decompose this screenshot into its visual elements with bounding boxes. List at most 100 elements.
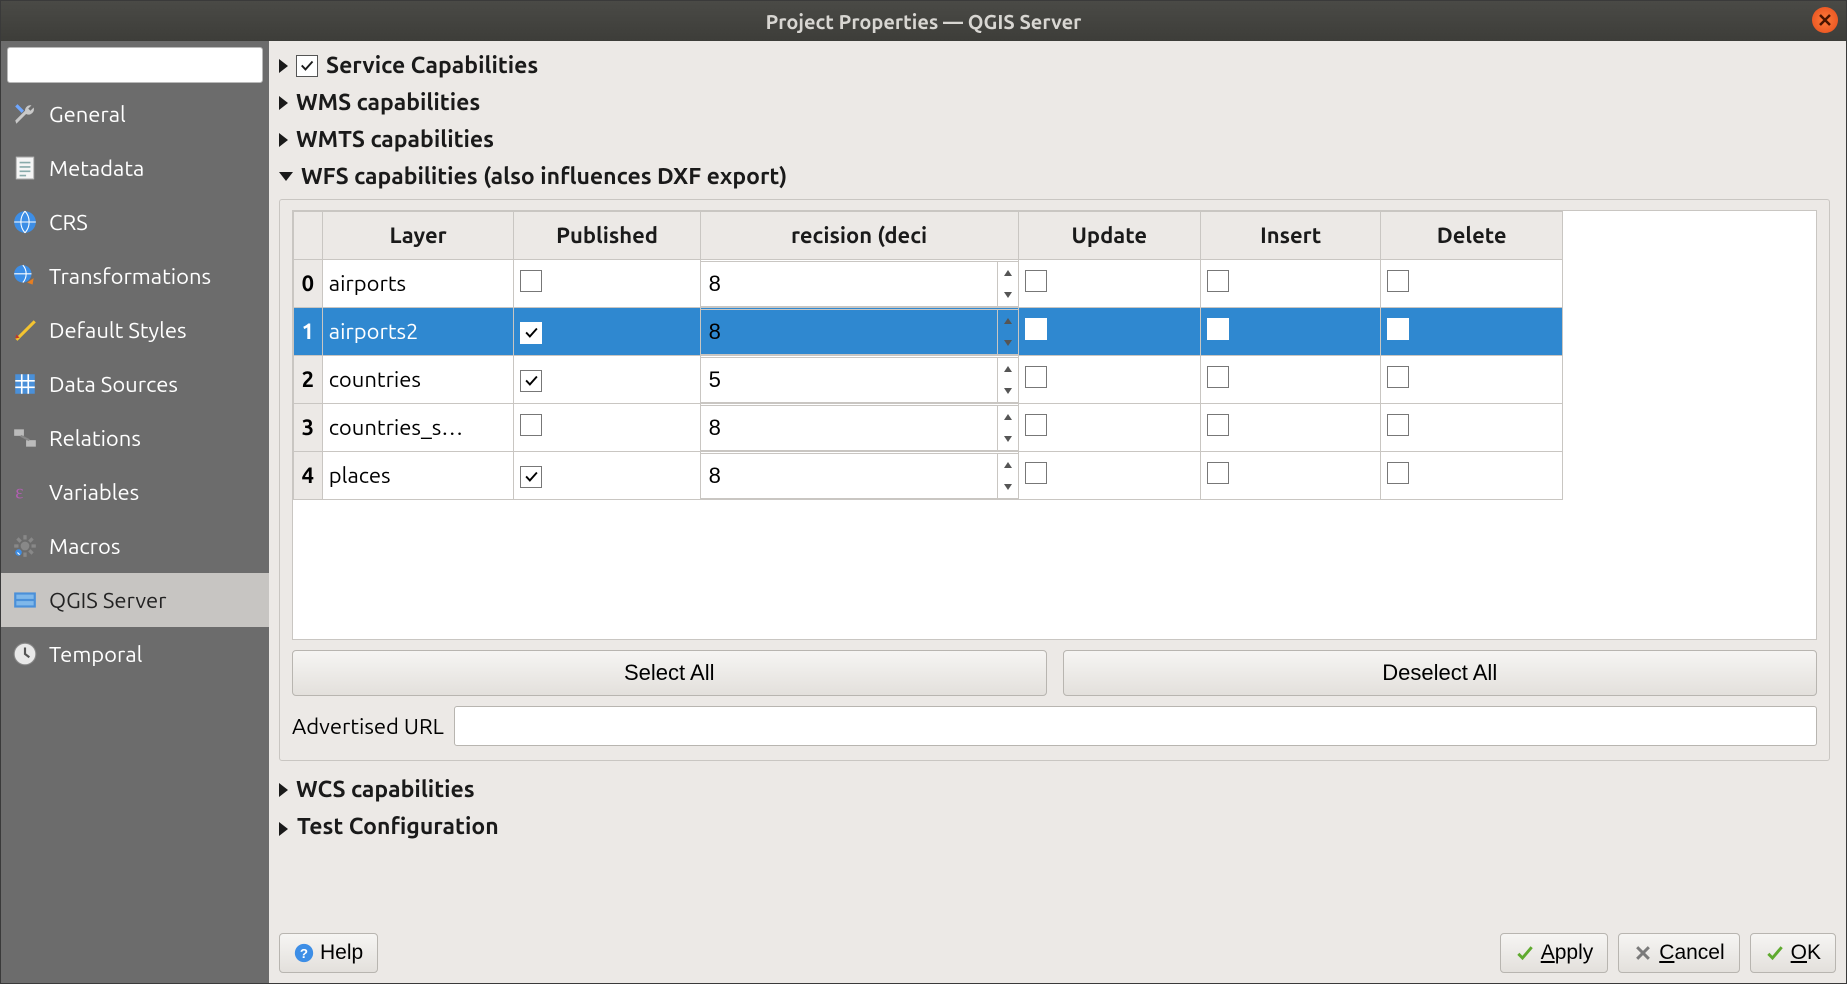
sidebar-item-default-styles[interactable]: Default Styles bbox=[1, 303, 269, 357]
update-cell[interactable] bbox=[1018, 452, 1200, 500]
table-header[interactable]: Update bbox=[1018, 212, 1200, 260]
table-header[interactable]: Insert bbox=[1200, 212, 1380, 260]
search-input[interactable] bbox=[22, 55, 254, 76]
spin-up[interactable] bbox=[998, 262, 1018, 284]
content-scroll[interactable]: Service Capabilities WMS capabilities WM… bbox=[279, 47, 1836, 925]
precision-cell[interactable] bbox=[700, 356, 1018, 404]
precision-input[interactable] bbox=[701, 454, 997, 498]
spin-up[interactable] bbox=[998, 406, 1018, 428]
precision-input[interactable] bbox=[701, 406, 997, 450]
cancel-button[interactable]: Cancel bbox=[1618, 933, 1739, 973]
help-button[interactable]: ? Help bbox=[279, 933, 378, 973]
spin-down[interactable] bbox=[998, 428, 1018, 450]
checkbox[interactable] bbox=[1207, 414, 1229, 436]
precision-spinner[interactable] bbox=[700, 309, 1019, 355]
insert-cell[interactable] bbox=[1200, 260, 1380, 308]
spin-down[interactable] bbox=[998, 284, 1018, 306]
spin-down[interactable] bbox=[998, 332, 1018, 354]
sidebar-item-general[interactable]: General bbox=[1, 87, 269, 141]
deselect-all-button[interactable]: Deselect All bbox=[1063, 650, 1818, 696]
checkbox[interactable] bbox=[1387, 414, 1409, 436]
delete-cell[interactable] bbox=[1381, 356, 1563, 404]
insert-cell[interactable] bbox=[1200, 308, 1380, 356]
checkbox[interactable] bbox=[1025, 462, 1047, 484]
checkbox[interactable] bbox=[1387, 318, 1409, 340]
spin-down[interactable] bbox=[998, 476, 1018, 498]
select-all-button[interactable]: Select All bbox=[292, 650, 1047, 696]
ok-button[interactable]: OK bbox=[1750, 933, 1836, 973]
spin-up[interactable] bbox=[998, 454, 1018, 476]
precision-cell[interactable] bbox=[700, 404, 1018, 452]
update-cell[interactable] bbox=[1018, 404, 1200, 452]
published-cell[interactable] bbox=[514, 308, 700, 356]
checkbox[interactable] bbox=[1025, 318, 1047, 340]
precision-spinner[interactable] bbox=[700, 453, 1019, 499]
precision-input[interactable] bbox=[701, 310, 997, 354]
service-caps-checkbox[interactable] bbox=[296, 55, 318, 77]
checkbox[interactable] bbox=[1207, 462, 1229, 484]
table-row[interactable]: 1airports2 bbox=[294, 308, 1563, 356]
insert-cell[interactable] bbox=[1200, 452, 1380, 500]
search-input-wrap[interactable] bbox=[7, 47, 263, 83]
checkbox[interactable] bbox=[1025, 414, 1047, 436]
section-wcs[interactable]: WCS capabilities bbox=[279, 771, 1830, 808]
table-row[interactable]: 2countries bbox=[294, 356, 1563, 404]
wfs-table[interactable]: LayerPublishedrecision (deciUpdateInsert… bbox=[293, 211, 1563, 500]
insert-cell[interactable] bbox=[1200, 356, 1380, 404]
close-button[interactable] bbox=[1812, 7, 1838, 33]
section-wfs[interactable]: WFS capabilities (also influences DXF ex… bbox=[279, 158, 1830, 195]
section-wms[interactable]: WMS capabilities bbox=[279, 84, 1830, 121]
layer-name[interactable]: countries_s… bbox=[322, 404, 514, 452]
checkbox[interactable] bbox=[520, 414, 542, 436]
table-row[interactable]: 0airports bbox=[294, 260, 1563, 308]
table-header[interactable]: Layer bbox=[322, 212, 514, 260]
checkbox[interactable] bbox=[520, 370, 542, 392]
delete-cell[interactable] bbox=[1381, 404, 1563, 452]
precision-input[interactable] bbox=[701, 262, 997, 306]
sidebar-item-crs[interactable]: CRS bbox=[1, 195, 269, 249]
table-header[interactable]: recision (deci bbox=[700, 212, 1018, 260]
published-cell[interactable] bbox=[514, 356, 700, 404]
checkbox[interactable] bbox=[1207, 270, 1229, 292]
update-cell[interactable] bbox=[1018, 356, 1200, 404]
layer-name[interactable]: places bbox=[322, 452, 514, 500]
checkbox[interactable] bbox=[1207, 366, 1229, 388]
delete-cell[interactable] bbox=[1381, 260, 1563, 308]
precision-spinner[interactable] bbox=[700, 357, 1019, 403]
checkbox[interactable] bbox=[1387, 462, 1409, 484]
checkbox[interactable] bbox=[1207, 318, 1229, 340]
advertised-url-input[interactable] bbox=[454, 706, 1817, 746]
sidebar-item-data-sources[interactable]: Data Sources bbox=[1, 357, 269, 411]
delete-cell[interactable] bbox=[1381, 452, 1563, 500]
update-cell[interactable] bbox=[1018, 308, 1200, 356]
precision-spinner[interactable] bbox=[700, 405, 1019, 451]
checkbox[interactable] bbox=[1025, 270, 1047, 292]
sidebar-item-temporal[interactable]: Temporal bbox=[1, 627, 269, 681]
table-header[interactable]: Published bbox=[514, 212, 700, 260]
sidebar-item-qgis-server[interactable]: QGIS Server bbox=[1, 573, 269, 627]
precision-cell[interactable] bbox=[700, 308, 1018, 356]
checkbox[interactable] bbox=[520, 270, 542, 292]
precision-cell[interactable] bbox=[700, 452, 1018, 500]
sidebar-item-macros[interactable]: Macros bbox=[1, 519, 269, 573]
update-cell[interactable] bbox=[1018, 260, 1200, 308]
spin-up[interactable] bbox=[998, 358, 1018, 380]
table-row[interactable]: 4places bbox=[294, 452, 1563, 500]
checkbox[interactable] bbox=[1387, 270, 1409, 292]
apply-button[interactable]: Apply bbox=[1500, 933, 1609, 973]
precision-cell[interactable] bbox=[700, 260, 1018, 308]
precision-input[interactable] bbox=[701, 358, 997, 402]
sidebar-item-metadata[interactable]: Metadata bbox=[1, 141, 269, 195]
section-test[interactable]: Test Configuration bbox=[279, 808, 1830, 845]
precision-spinner[interactable] bbox=[700, 261, 1019, 307]
checkbox[interactable] bbox=[520, 466, 542, 488]
section-wmts[interactable]: WMTS capabilities bbox=[279, 121, 1830, 158]
checkbox[interactable] bbox=[520, 322, 542, 344]
layer-name[interactable]: countries bbox=[322, 356, 514, 404]
table-row[interactable]: 3countries_s… bbox=[294, 404, 1563, 452]
published-cell[interactable] bbox=[514, 452, 700, 500]
layer-name[interactable]: airports2 bbox=[322, 308, 514, 356]
spin-up[interactable] bbox=[998, 310, 1018, 332]
checkbox[interactable] bbox=[1387, 366, 1409, 388]
insert-cell[interactable] bbox=[1200, 404, 1380, 452]
